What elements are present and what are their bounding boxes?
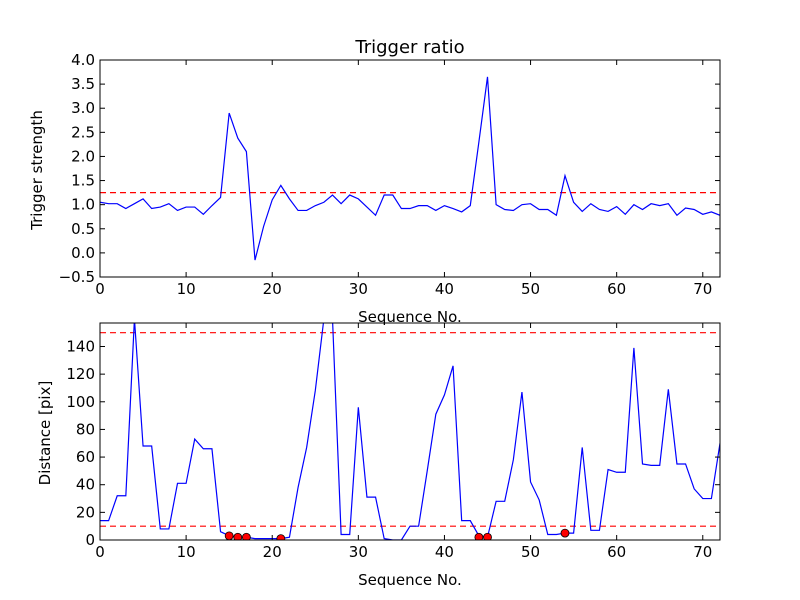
- top-x-ticks: 0 10 20 30 40 50 60 70: [95, 60, 712, 298]
- y-tick-label: 2.0: [71, 147, 95, 165]
- y-tick-label: 0.5: [71, 220, 95, 238]
- bottom-x-ticks: 0 10 20 30 40 50 60 70: [95, 323, 712, 561]
- clipped-plot-area: [100, 323, 720, 540]
- top-plot-frame: [99, 59, 721, 278]
- clipped-plot-area: [100, 76, 720, 261]
- y-tick-label: −0.5: [59, 268, 95, 286]
- x-tick-label: 40: [435, 280, 454, 298]
- chart-title: Trigger ratio: [354, 37, 464, 58]
- x-tick-label: 50: [521, 543, 540, 561]
- data-point-marker: [224, 531, 234, 540]
- x-tick-label: 30: [349, 543, 368, 561]
- y-tick-label: 140: [66, 337, 95, 355]
- x-tick-label: 20: [263, 280, 282, 298]
- y-tick-label: 80: [76, 420, 95, 438]
- top-x-axis-label: Sequence No.: [358, 308, 462, 326]
- y-tick-label: 0.0: [71, 244, 95, 262]
- data-point-marker: [483, 532, 492, 540]
- bottom-y-axis-label: Distance [pix]: [36, 381, 54, 486]
- x-tick-label: 70: [693, 280, 712, 298]
- y-tick-label: 120: [66, 365, 95, 383]
- y-tick-label: 100: [66, 393, 95, 411]
- y-tick-label: 1.5: [71, 172, 95, 190]
- x-tick-label: 60: [607, 280, 626, 298]
- y-tick-label: 20: [76, 503, 95, 521]
- bottom-plot-frame: [99, 322, 721, 541]
- x-tick-label: 10: [177, 280, 196, 298]
- distance-series-group: [100, 323, 720, 540]
- x-tick-label: 10: [177, 543, 196, 561]
- y-tick-label: 1.0: [71, 196, 95, 214]
- bottom-x-axis-label: Sequence No.: [358, 571, 462, 589]
- bottom-y-ticks: 0 20 40 60 80 100 120 140: [66, 337, 720, 549]
- y-tick-label: 3.5: [71, 75, 95, 93]
- distance-chart: 0 10 20 30 40 50 60 70 0 20 40 60 80 100 120 140 Seque…: [36, 322, 721, 589]
- x-tick-label: 70: [693, 543, 712, 561]
- top-y-axis-label: Trigger strength: [28, 110, 46, 231]
- data-point-marker: [233, 532, 243, 540]
- series-line: [100, 76, 720, 261]
- y-tick-label: 0: [85, 531, 95, 549]
- data-point-marker: [276, 534, 286, 540]
- x-tick-label: 50: [521, 280, 540, 298]
- data-point-marker: [474, 532, 484, 540]
- y-tick-label: 60: [76, 448, 95, 466]
- trigger-ratio-chart: Trigger ratio 0 10 20 30 40 50 60 70 −0.5 0.0 0.5…: [28, 37, 721, 326]
- y-tick-label: 4.0: [71, 51, 95, 69]
- x-tick-label: 30: [349, 280, 368, 298]
- data-point-marker: [560, 528, 570, 538]
- top-y-ticks: −0.5 0.0 0.5 1.0 1.5 2.0 2.5 3.0 3.5 4.0: [59, 51, 720, 286]
- x-tick-label: 0: [95, 280, 105, 298]
- series-line: [100, 323, 720, 540]
- x-tick-label: 60: [607, 543, 626, 561]
- y-tick-label: 2.5: [71, 123, 95, 141]
- x-tick-label: 40: [435, 543, 454, 561]
- x-tick-label: 0: [95, 543, 105, 561]
- x-tick-label: 20: [263, 543, 282, 561]
- trigger-strength-series-group: [100, 76, 720, 261]
- y-tick-label: 3.0: [71, 99, 95, 117]
- data-point-marker: [241, 532, 251, 540]
- y-tick-label: 40: [76, 476, 95, 494]
